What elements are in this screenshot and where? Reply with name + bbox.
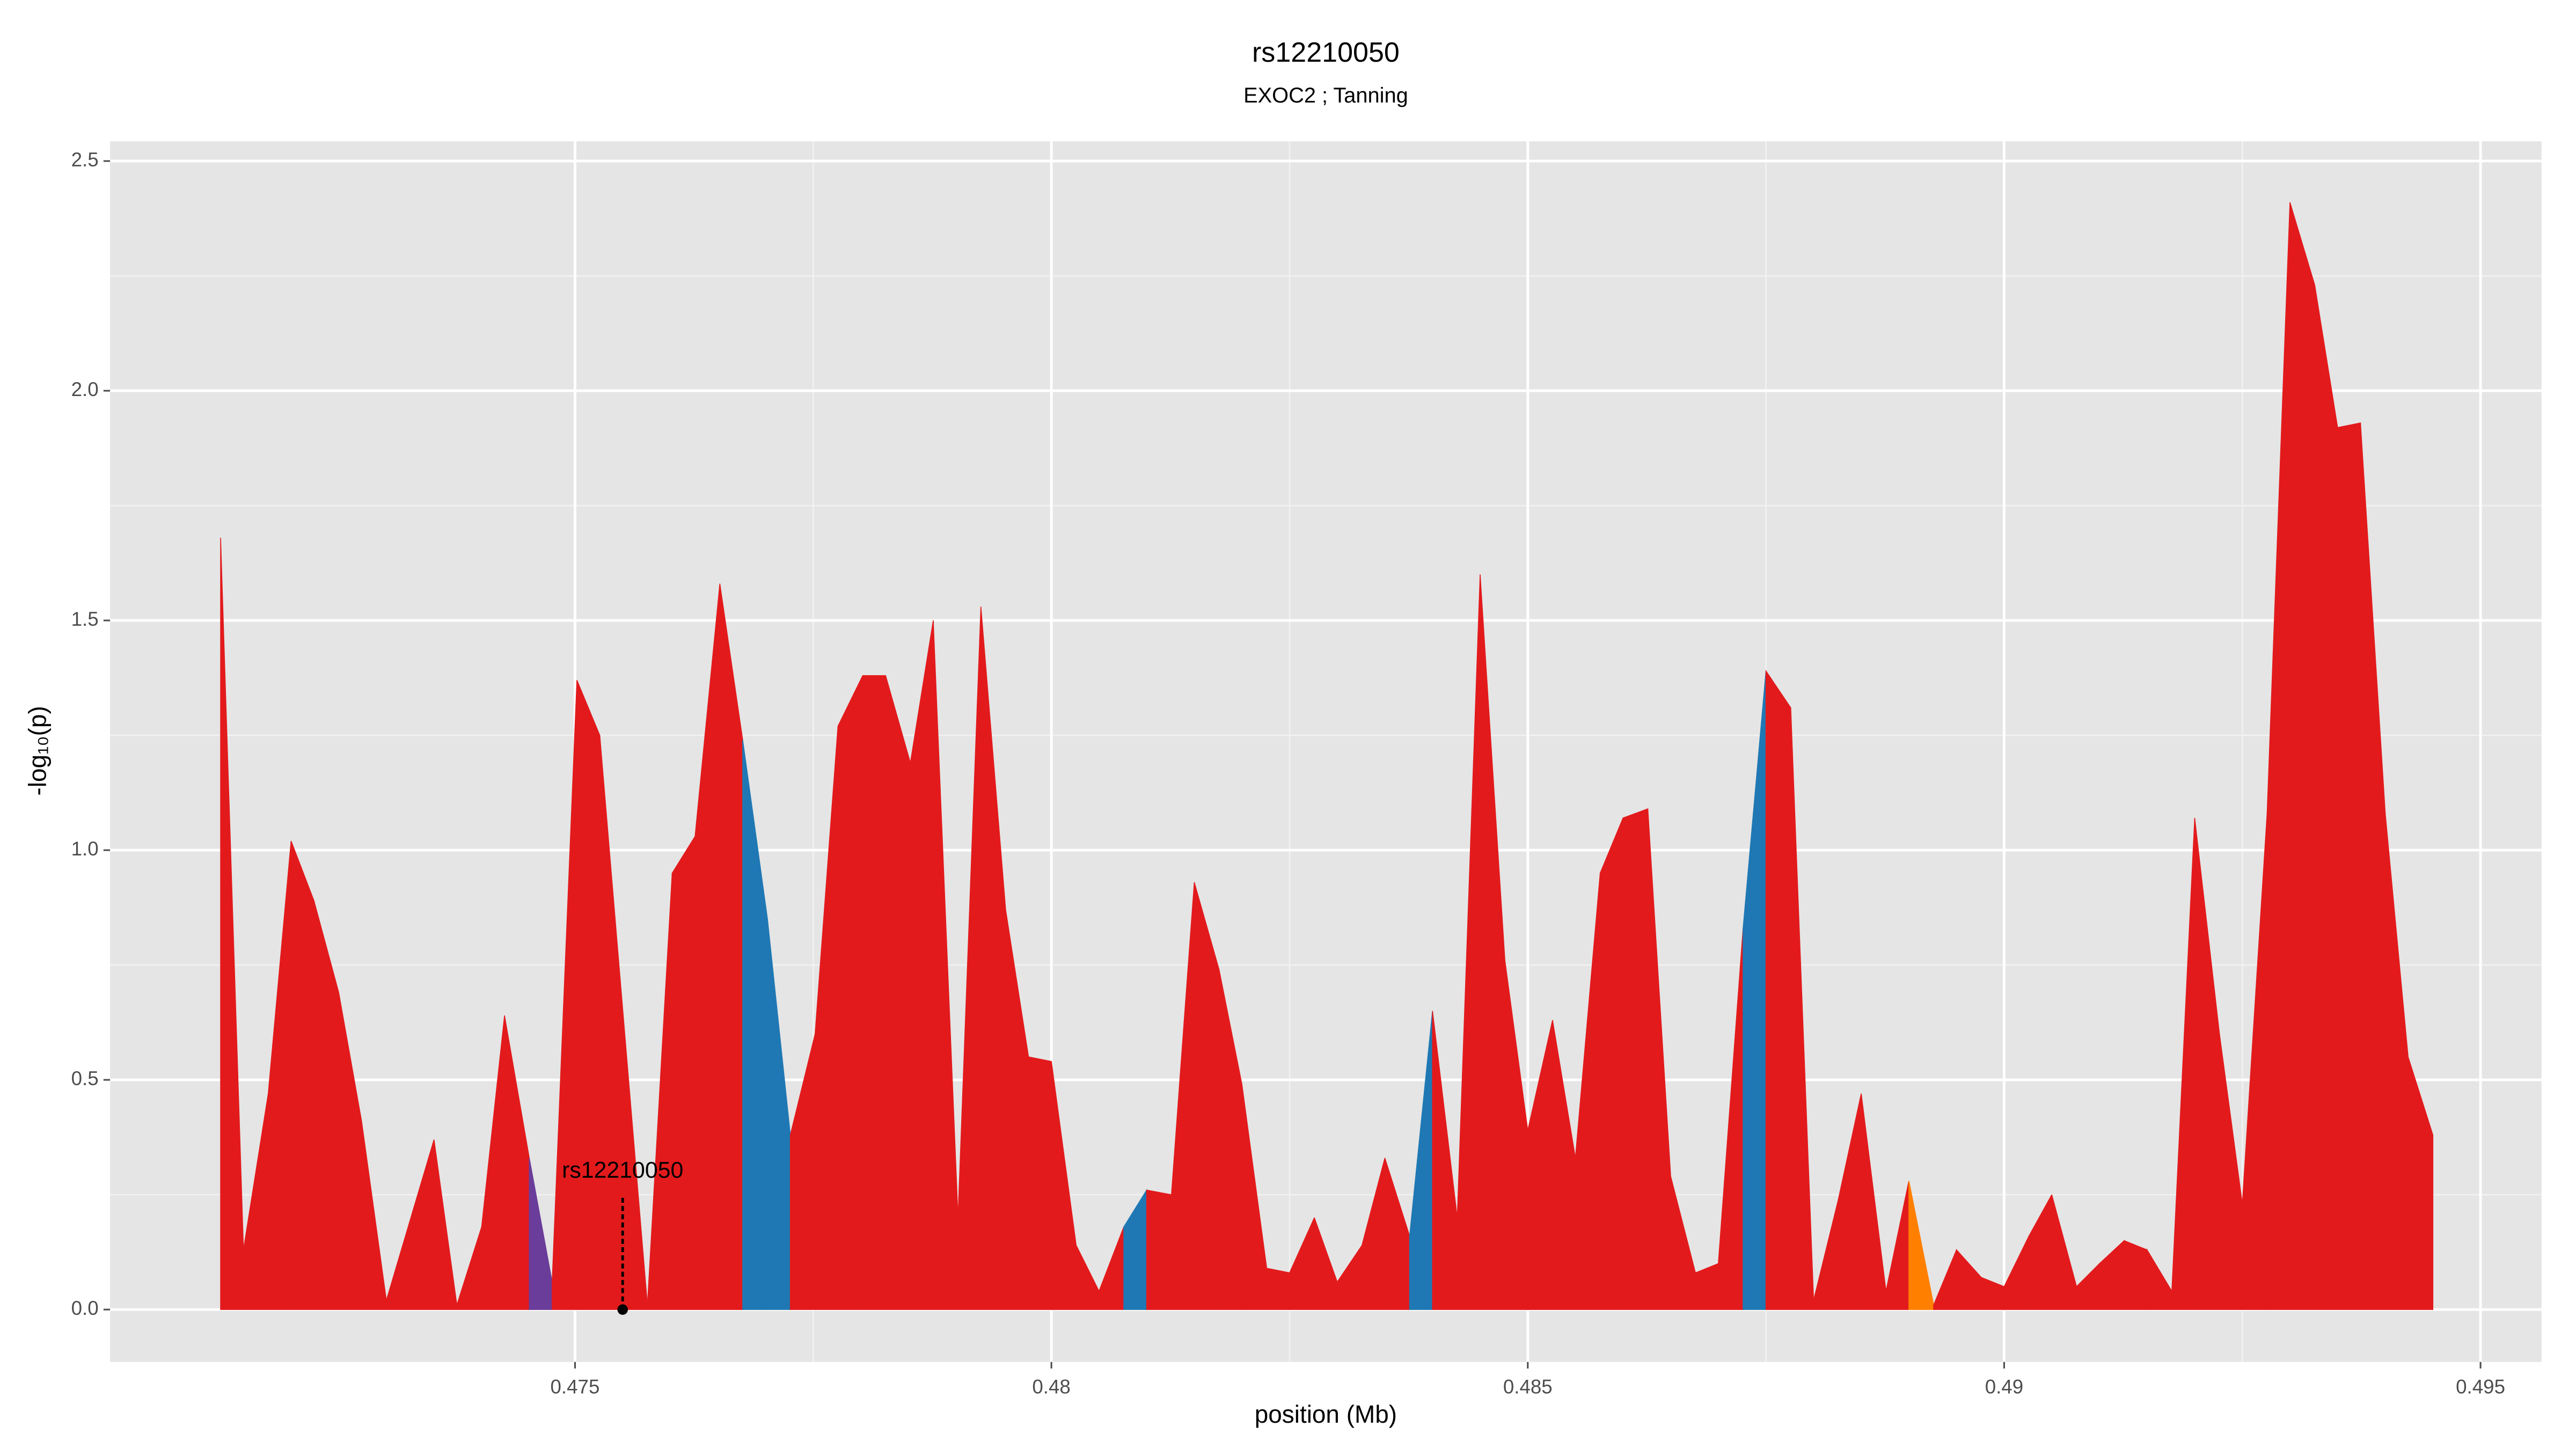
area-segment <box>576 680 601 1310</box>
y-tick-label: 1.5 <box>71 608 99 630</box>
area-segment <box>1622 808 1649 1310</box>
area-segment <box>1146 1189 1172 1310</box>
annotation-label: rs12210050 <box>562 1157 683 1183</box>
y-tick-label: 0.0 <box>71 1297 99 1319</box>
x-axis-title: position (Mb) <box>1255 1400 1397 1428</box>
area-segment <box>1599 817 1624 1310</box>
area-segment <box>1765 669 1791 1310</box>
x-tick-label: 0.49 <box>1985 1375 2023 1397</box>
area-segment <box>671 835 696 1310</box>
area-segment <box>2407 1057 2434 1310</box>
y-tick-label: 1.0 <box>71 838 99 860</box>
area-segment <box>885 675 911 1310</box>
area-segment <box>2289 202 2315 1310</box>
area-segment <box>1266 1268 1290 1310</box>
area-segment <box>862 675 886 1310</box>
y-tick-label: 2.0 <box>71 378 99 400</box>
area-segment <box>2337 422 2361 1310</box>
x-tick-label: 0.485 <box>1503 1375 1553 1397</box>
chart-subtitle: EXOC2 ; Tanning <box>1243 84 1408 107</box>
x-tick-label: 0.48 <box>1032 1375 1070 1397</box>
area-segment <box>2124 1240 2148 1310</box>
y-tick-label: 0.5 <box>71 1067 99 1089</box>
x-tick-label: 0.475 <box>551 1375 600 1397</box>
y-axis-title: -log₁₀(p) <box>24 706 52 795</box>
marks <box>220 202 2434 1310</box>
area-segment <box>2314 285 2338 1310</box>
x-tick-label: 0.495 <box>2456 1375 2505 1397</box>
plot-panel <box>110 141 2542 1362</box>
area-segment <box>1028 1056 1052 1310</box>
annotation-point <box>617 1304 628 1315</box>
area-segment <box>290 840 314 1310</box>
chart-title: rs12210050 <box>1252 37 1400 68</box>
area-segment <box>837 675 863 1310</box>
y-tick-label: 2.5 <box>71 149 99 171</box>
